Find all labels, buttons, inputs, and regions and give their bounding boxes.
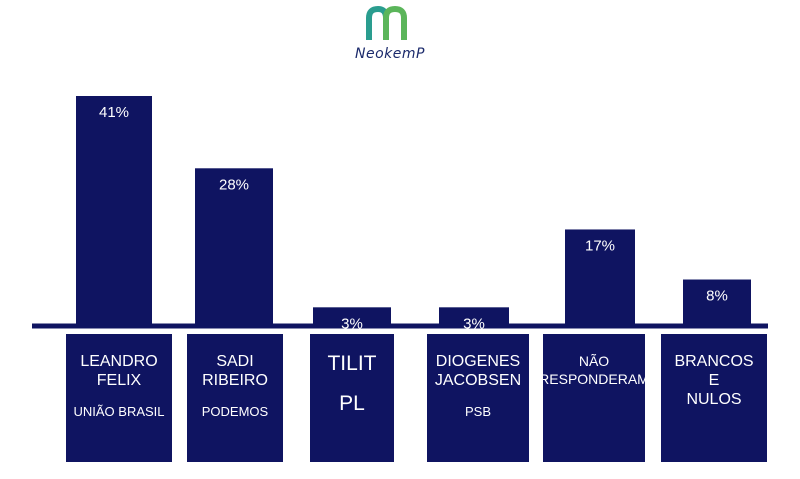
- party-name: UNIÃO BRASIL: [73, 404, 165, 419]
- bar-value-label-3: 3%: [341, 315, 363, 332]
- bar-6: [683, 279, 751, 324]
- category-card-1: LEANDRO FELIX UNIÃO BRASIL: [66, 334, 172, 462]
- category-name: NÃO RESPONDERAM: [539, 353, 649, 387]
- category-name: SADI RIBEIRO: [202, 353, 268, 389]
- bar-value-label-2: 28%: [219, 176, 249, 193]
- category-name: DIOGENES JACOBSEN: [434, 353, 522, 389]
- category-card-5: NÃO RESPONDERAM: [539, 334, 649, 462]
- brand-logo: NeokemP: [340, 6, 440, 64]
- brand-name: NeokemP: [355, 46, 425, 62]
- category-card-2: SADI RIBEIRO PODEMOS: [187, 334, 283, 462]
- bar-value-label-6: 8%: [706, 288, 728, 305]
- category-name: TILIT: [327, 352, 377, 375]
- category-name: LEANDRO FELIX: [80, 353, 158, 389]
- bar-5: [565, 229, 635, 324]
- bar-3: [313, 307, 391, 324]
- bar-4: [439, 307, 509, 324]
- category-card-6: BRANCOS E NULOS: [661, 334, 767, 462]
- party-name: PODEMOS: [201, 404, 269, 419]
- bar-2: [195, 168, 273, 324]
- bar-1: [76, 96, 152, 324]
- party-name: PSB: [464, 404, 491, 419]
- category-name: BRANCOS E NULOS: [674, 353, 754, 408]
- bar-value-label-4: 3%: [463, 315, 485, 332]
- bar-value-label-5: 17%: [585, 237, 615, 254]
- logo-icon: [366, 6, 407, 40]
- bar-value-label-1: 41%: [99, 104, 129, 121]
- party-name: PL: [339, 392, 365, 415]
- category-card-4: DIOGENES JACOBSEN PSB: [427, 334, 529, 462]
- category-card-3: TILIT PL: [310, 334, 394, 462]
